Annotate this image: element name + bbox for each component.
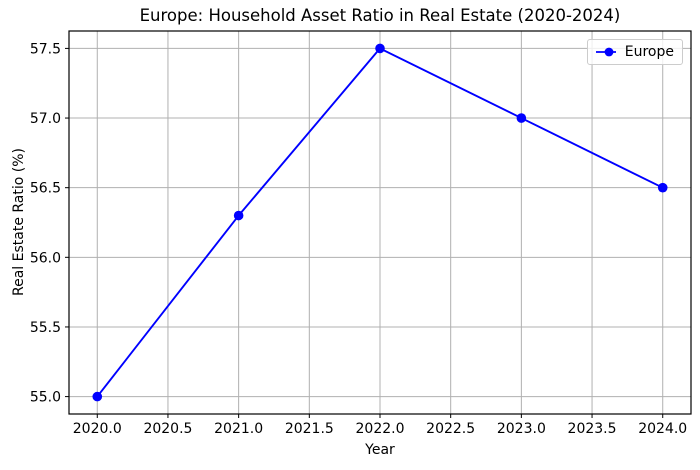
x-tick-label: 2021.0 — [214, 421, 263, 437]
legend-label: Europe — [624, 44, 674, 60]
data-point-marker — [375, 43, 385, 54]
x-tick-label: 2020.0 — [73, 421, 122, 437]
legend-line-marker-icon — [596, 47, 616, 57]
x-axis-label: Year — [365, 442, 395, 458]
chart-title: Europe: Household Asset Ratio in Real Es… — [139, 6, 621, 25]
y-tick-label: 56.0 — [30, 250, 61, 266]
data-point-marker — [233, 210, 244, 221]
data-point-marker — [92, 391, 103, 402]
x-tick-label: 2022.0 — [356, 421, 405, 437]
y-axis-label-text: Real Estate Ratio (%) — [11, 147, 27, 297]
y-tick-label: 55.0 — [30, 390, 61, 406]
x-tick-label: 2024.0 — [638, 421, 687, 437]
data-point-marker — [657, 182, 668, 193]
data-point-marker — [516, 113, 527, 123]
y-tick-label: 57.5 — [30, 41, 61, 57]
y-tick-label: 56.5 — [30, 181, 61, 197]
x-tick-label: 2023.5 — [568, 421, 617, 437]
x-tick-label: 2023.0 — [497, 421, 546, 437]
x-tick-label: 2022.5 — [426, 421, 475, 437]
legend: Europe — [587, 39, 683, 65]
y-tick-label: 55.5 — [30, 320, 61, 336]
y-tick-label: 57.0 — [30, 111, 61, 127]
x-tick-label: 2021.5 — [285, 421, 334, 437]
x-tick-label: 2020.5 — [143, 421, 192, 437]
